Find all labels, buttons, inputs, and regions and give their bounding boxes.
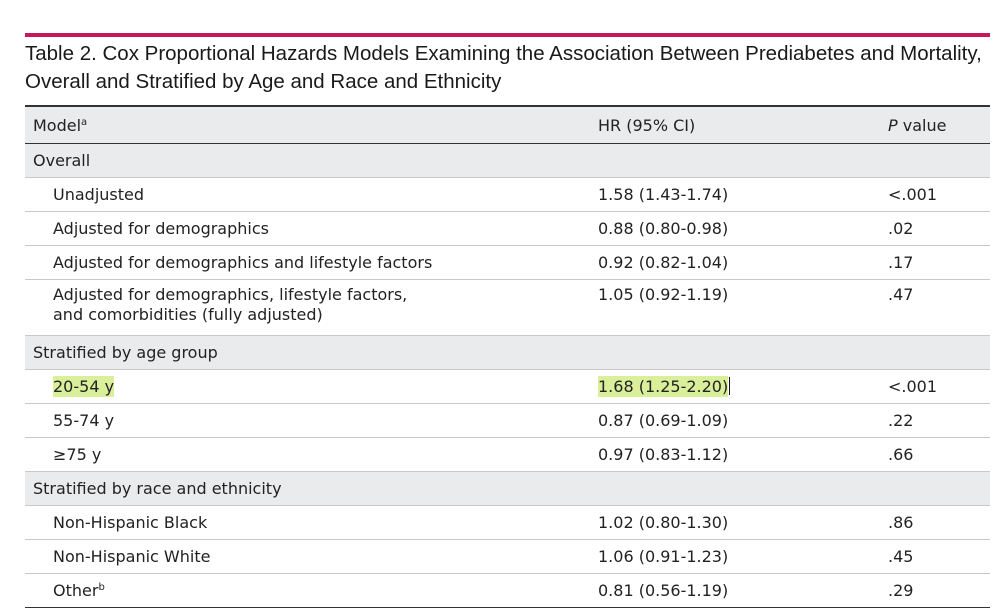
cell-p-value: .47 [888, 279, 990, 336]
table-row: Non-Hispanic White 1.06 (0.91-1.23) .45 [25, 539, 990, 574]
column-header-model-label: Model [33, 115, 82, 135]
cell-model: Non-Hispanic Black [25, 505, 598, 540]
column-header-model: Modela [25, 105, 598, 144]
cell-model-label: Other [53, 580, 99, 600]
cell-p-value: .66 [888, 437, 990, 472]
section-row-overall: Overall [25, 143, 990, 178]
column-header-p-italic: P [888, 115, 898, 135]
table-row: ≥75 y 0.97 (0.83-1.12) .66 [25, 437, 990, 472]
cell-model: Unadjusted [25, 177, 598, 212]
cell-hr: 1.05 (0.92-1.19) [598, 279, 888, 336]
cell-hr: 0.88 (0.80-0.98) [598, 211, 888, 246]
section-row-age-group: Stratified by age group [25, 335, 990, 370]
cell-p-value: .86 [888, 505, 990, 540]
table-row: Adjusted for demographics, lifestyle fac… [25, 279, 990, 336]
section-row-race-ethnicity: Stratified by race and ethnicity [25, 471, 990, 506]
cell-hr: 0.87 (0.69-1.09) [598, 403, 888, 438]
cell-model: Adjusted for demographics [25, 211, 598, 246]
table-row: 55-74 y 0.87 (0.69-1.09) .22 [25, 403, 990, 438]
title-accent-rule [25, 33, 990, 37]
cell-model: 55-74 y [25, 403, 598, 438]
section-label: Stratified by race and ethnicity [25, 471, 990, 506]
cell-model: ≥75 y [25, 437, 598, 472]
results-table: Modela HR (95% CI) P value Overall Unadj… [25, 105, 990, 608]
cell-p-value: .17 [888, 245, 990, 280]
cell-hr: 0.81 (0.56-1.19) [598, 573, 888, 608]
cell-p-value: <.001 [888, 369, 990, 404]
table-title-line-2: Overall and Stratified by Age and Race a… [25, 70, 502, 93]
text-cursor [729, 376, 731, 395]
table-row: Adjusted for demographics 0.88 (0.80-0.9… [25, 211, 990, 246]
table-row: Unadjusted 1.58 (1.43-1.74) <.001 [25, 177, 990, 212]
highlighted-text[interactable]: 20-54 y [53, 375, 115, 397]
table-row-highlighted: 20-54 y 1.68 (1.25-2.20) <.001 [25, 369, 990, 404]
cell-hr: 1.02 (0.80-1.30) [598, 505, 888, 540]
column-header-p-value: P value [888, 105, 990, 144]
footnote-marker-b: b [98, 581, 105, 593]
cell-model: Adjusted for demographics and lifestyle … [25, 245, 598, 280]
table-title: Table 2. Cox Proportional Hazards Models… [25, 40, 990, 96]
cell-p-value: .29 [888, 573, 990, 608]
cell-model: 20-54 y [25, 369, 598, 404]
cell-hr: 0.92 (0.82-1.04) [598, 245, 888, 280]
column-header-hr: HR (95% CI) [598, 105, 888, 144]
cell-p-value: .22 [888, 403, 990, 438]
cell-p-value: .02 [888, 211, 990, 246]
cell-hr: 1.06 (0.91-1.23) [598, 539, 888, 574]
table-header-row: Modela HR (95% CI) P value [25, 105, 990, 144]
cell-model-line-1: Adjusted for demographics, lifestyle fac… [53, 285, 408, 304]
cell-model: Non-Hispanic White [25, 539, 598, 574]
cell-hr: 0.97 (0.83-1.12) [598, 437, 888, 472]
table-row: Otherb 0.81 (0.56-1.19) .29 [25, 573, 990, 608]
cell-model-line-2: and comorbidities (fully adjusted) [53, 305, 323, 324]
table-row: Adjusted for demographics and lifestyle … [25, 245, 990, 280]
results-table-container: Modela HR (95% CI) P value Overall Unadj… [25, 105, 990, 608]
cell-p-value: .45 [888, 539, 990, 574]
table-title-line-1: Table 2. Cox Proportional Hazards Models… [25, 42, 982, 65]
cell-hr: 1.68 (1.25-2.20) [598, 369, 888, 404]
section-label: Stratified by age group [25, 335, 990, 370]
cell-model: Otherb [25, 573, 598, 608]
table-row: Non-Hispanic Black 1.02 (0.80-1.30) .86 [25, 505, 990, 540]
cell-hr: 1.58 (1.43-1.74) [598, 177, 888, 212]
column-header-p-rest: value [897, 115, 947, 135]
cell-p-value: <.001 [888, 177, 990, 212]
section-label: Overall [25, 143, 990, 178]
highlighted-text[interactable]: 1.68 (1.25-2.20) [598, 375, 729, 397]
cell-model: Adjusted for demographics, lifestyle fac… [25, 279, 598, 336]
footnote-marker-a: a [81, 116, 88, 128]
